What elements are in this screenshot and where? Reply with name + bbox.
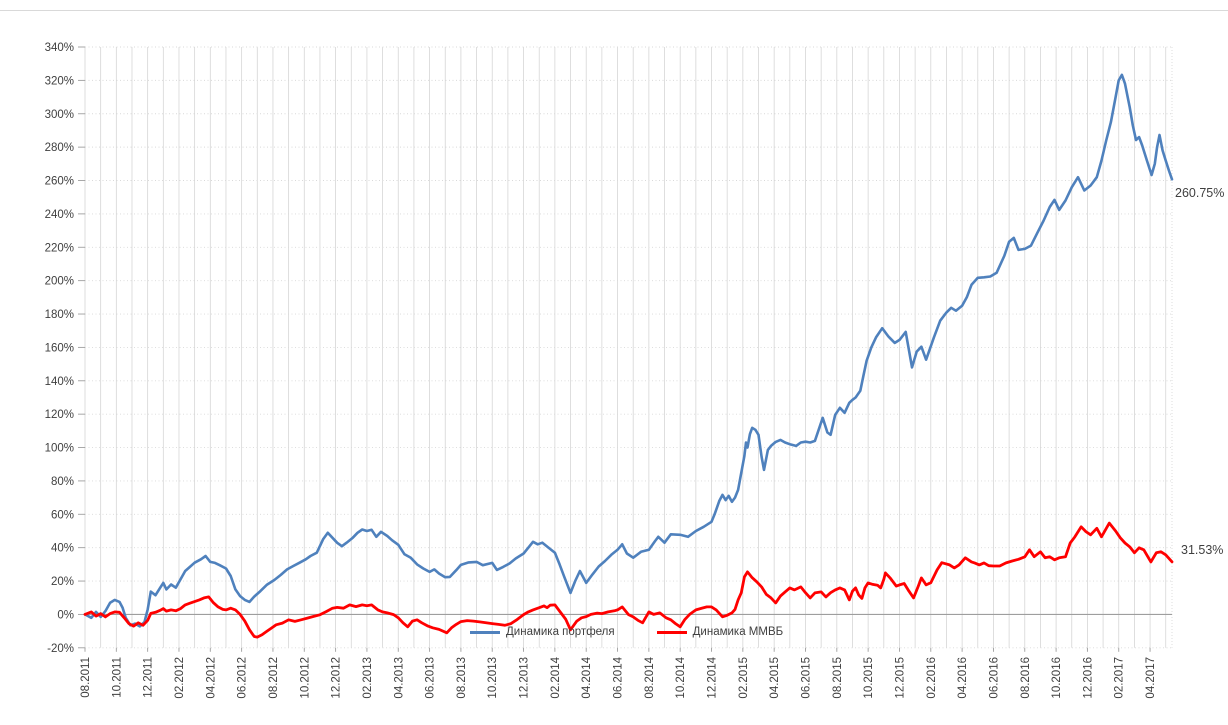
micex-line-swatch-icon	[656, 630, 687, 634]
x-tick-label: 02.2014	[550, 656, 562, 698]
y-tick-label: 260%	[45, 176, 74, 188]
y-tick-label: 220%	[45, 242, 74, 254]
y-tick-label: 100%	[45, 443, 74, 455]
x-tick-label: 12.2016	[1082, 657, 1094, 699]
portfolio-end-value-label: 260.75%	[1175, 186, 1225, 200]
y-tick-label: -20%	[47, 643, 74, 655]
y-tick-label: 340%	[45, 42, 74, 54]
x-tick-label: 02.2016	[926, 657, 938, 699]
y-tick-label: 80%	[51, 476, 74, 488]
x-tick-label: 10.2014	[675, 656, 687, 698]
x-tick-label: 02.2013	[362, 657, 374, 699]
y-tick-label: 60%	[51, 509, 74, 521]
y-tick-label: 120%	[45, 409, 74, 421]
x-tick-label: 06.2014	[613, 656, 625, 698]
y-tick-label: 240%	[45, 209, 74, 221]
x-tick-label: 04.2017	[1145, 657, 1157, 699]
x-tick-label: 06.2013	[425, 657, 437, 699]
x-tick-label: 02.2012	[174, 657, 186, 699]
chart-top-border	[0, 10, 1228, 11]
y-tick-label: 20%	[51, 576, 74, 588]
legend: Динамика портфеля Динамика ММВБ	[470, 626, 783, 638]
x-tick-label: 06.2012	[237, 657, 249, 699]
x-tick-label: 12.2013	[519, 657, 531, 699]
y-tick-label: 280%	[45, 142, 74, 154]
y-tick-label: 40%	[51, 543, 74, 555]
y-tick-label: 300%	[45, 109, 74, 121]
x-tick-label: 08.2016	[1020, 657, 1032, 699]
x-tick-label: 10.2012	[299, 657, 311, 699]
legend-label-micex: Динамика ММВБ	[692, 626, 784, 638]
x-tick-label: 04.2016	[957, 657, 969, 699]
y-tick-label: 320%	[45, 75, 74, 87]
x-tick-label: 08.2013	[456, 657, 468, 699]
legend-label-portfolio: Динамика портфеля	[506, 626, 615, 638]
x-tick-label: 10.2016	[1051, 657, 1063, 699]
x-tick-label: 12.2011	[143, 657, 155, 698]
x-tick-label: 02.2017	[1114, 657, 1126, 699]
micex-line	[83, 521, 1174, 639]
x-tick-label: 12.2012	[331, 657, 343, 699]
y-tick-label: 140%	[45, 376, 74, 388]
x-tick-label: 06.2015	[800, 657, 812, 699]
x-tick-label: 12.2014	[707, 656, 719, 698]
x-tick-label: 06.2016	[988, 657, 1000, 699]
x-tick-label: 08.2011	[80, 657, 92, 698]
y-tick-label: 0%	[57, 609, 74, 621]
y-tick-label: 200%	[45, 276, 74, 288]
x-tick-label: 08.2014	[644, 656, 656, 698]
x-tick-label: 12.2015	[894, 657, 906, 699]
x-tick-label: 10.2011	[111, 657, 123, 698]
y-tick-label: 160%	[45, 342, 74, 354]
x-tick-label: 04.2014	[581, 656, 593, 698]
micex-end-value-label: 31.53%	[1181, 543, 1224, 557]
x-tick-label: 04.2015	[769, 657, 781, 699]
x-tick-label: 04.2012	[205, 657, 217, 699]
x-tick-label: 10.2015	[863, 657, 875, 699]
x-tick-label: 10.2013	[487, 657, 499, 699]
y-tick-label: 180%	[45, 309, 74, 321]
legend-item-micex[interactable]: Динамика ММВБ	[656, 626, 784, 638]
x-tick-label: 08.2012	[268, 657, 280, 699]
legend-item-portfolio[interactable]: Динамика портфеля	[470, 626, 615, 638]
x-tick-label: 08.2015	[832, 657, 844, 699]
portfolio-line-swatch-icon	[470, 630, 500, 634]
x-tick-label: 02.2015	[738, 657, 750, 699]
portfolio-line	[83, 73, 1174, 628]
x-tick-label: 04.2013	[393, 657, 405, 699]
